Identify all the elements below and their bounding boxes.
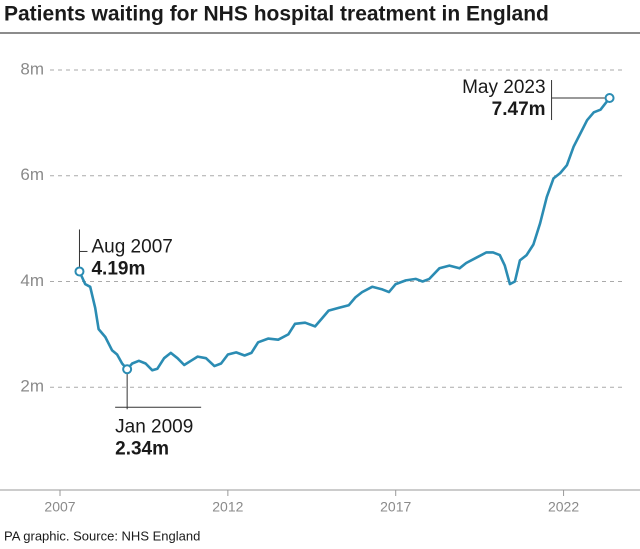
x-tick-label: 2007 [44,499,75,515]
annotation-marker [604,93,615,104]
y-tick-label: 2m [20,377,44,396]
annotation-marker [122,364,133,375]
data-line [78,97,611,372]
annotation-marker [74,266,85,277]
x-tick-label: 2012 [212,499,243,515]
source: PA graphic. Source: NHS England [4,528,200,543]
y-tick-label: 4m [20,271,44,290]
y-tick-label: 8m [20,59,44,78]
x-tick-label: 2017 [380,499,411,515]
annotation-date: Aug 2007 [91,236,172,257]
annotation-date: Jan 2009 [115,416,193,437]
annotation-value: 7.47m [492,99,546,120]
x-tick-label: 2022 [548,499,579,515]
y-tick-label: 6m [20,165,44,184]
annotation-value: 4.19m [91,258,145,279]
chart-title: Patients waiting for NHS hospital treatm… [4,3,549,26]
annotation-date: May 2023 [462,77,545,98]
annotation-value: 2.34m [115,438,169,459]
